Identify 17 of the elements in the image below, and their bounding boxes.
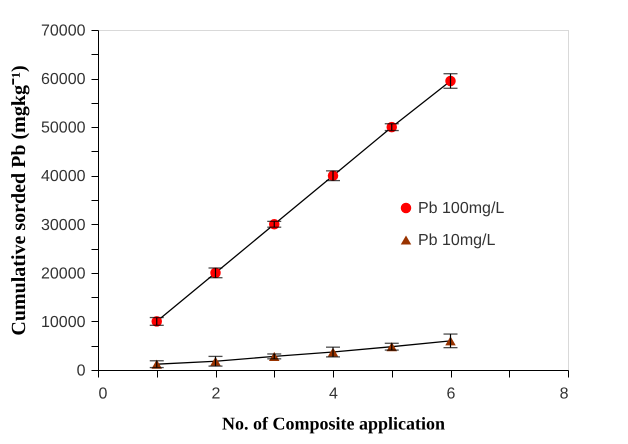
y-tick-label: 10000 [41, 314, 86, 331]
x-axis-title: No. of Composite application [222, 414, 446, 434]
y-tick-label: 30000 [41, 216, 86, 234]
y-axis-title: Cumulative sorded Pb (mgkg⁻¹) [8, 65, 30, 336]
x-tick-label: 6 [446, 386, 456, 402]
legend-label: Pb 10mg/L [418, 232, 496, 249]
x-tick-label: 4 [329, 386, 338, 402]
x-tick-label: 2 [212, 386, 221, 402]
x-tick-label: 0 [98, 386, 108, 402]
x-tick-label: 8 [560, 386, 569, 402]
y-tick-label: 40000 [41, 168, 86, 186]
y-tick-label: 50000 [41, 120, 86, 137]
y-tick-label: 60000 [41, 71, 86, 88]
y-tick-label: 0 [76, 362, 86, 380]
legend-label: Pb 100mg/L [418, 200, 504, 217]
y-tick-label: 70000 [41, 22, 86, 40]
y-tick-label: 20000 [41, 265, 86, 282]
